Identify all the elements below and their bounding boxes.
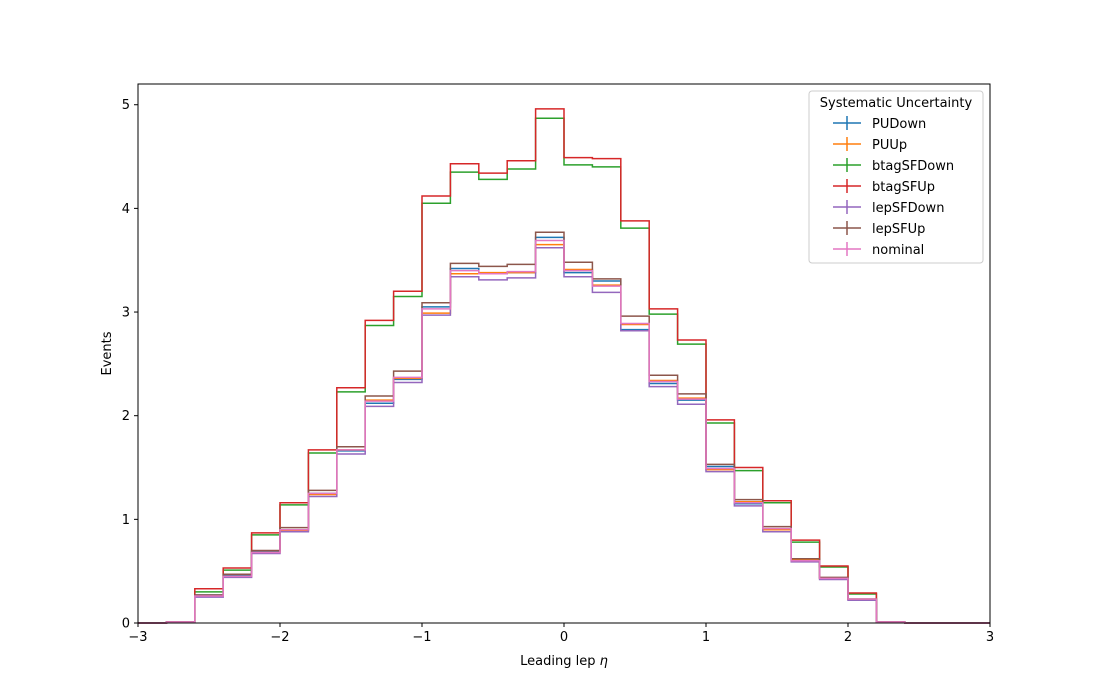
y-axis: 0 1 2 3 4 5 [122, 98, 138, 632]
x-axis: −3 −2 −1 0 1 2 3 [128, 623, 994, 645]
legend-label-nominal: nominal [872, 243, 924, 258]
legend-label-lepsfdown: lepSFDown [872, 201, 944, 216]
series-line-btagsfup [138, 108, 990, 624]
legend-label-btagsfdown: btagSFDown [872, 159, 954, 174]
legend-entries: PUDown PUUp btagSFDown btagSFUp lepSFDown lep… [833, 116, 954, 258]
x-tick-label: 0 [560, 630, 568, 645]
y-tick-label: 0 [122, 617, 130, 632]
legend-label-puup: PUUp [872, 138, 907, 153]
y-tick-label: 3 [122, 306, 130, 321]
legend-label-btagsfup: btagSFUp [872, 180, 935, 195]
y-tick-label: 2 [122, 409, 130, 424]
x-axis-label-text: Leading lep [520, 654, 595, 669]
legend-frame [808, 90, 984, 264]
legend-label-lepsfup: lepSFUp [872, 222, 925, 237]
x-tick-label: −1 [412, 630, 431, 645]
x-tick-label: −2 [270, 630, 289, 645]
series-layer [138, 108, 990, 624]
y-tick-label: 5 [122, 98, 130, 113]
y-axis-label: Events [100, 331, 115, 375]
x-axis-label-symbol: η [600, 654, 608, 669]
x-tick-label: 3 [986, 630, 994, 645]
y-tick-label: 1 [122, 513, 130, 528]
legend: Systematic Uncertainty PUDown PUUp btagSFD… [808, 90, 984, 264]
x-tick-label: 1 [702, 630, 710, 645]
legend-title: Systematic Uncertainty [820, 96, 973, 111]
legend-label-pudown: PUDown [872, 117, 926, 132]
x-axis-label: Leading lep η [520, 654, 608, 669]
series-line-nominal [138, 239, 990, 624]
x-tick-label: −3 [128, 630, 147, 645]
x-tick-label: 2 [844, 630, 852, 645]
y-tick-label: 4 [122, 202, 130, 217]
